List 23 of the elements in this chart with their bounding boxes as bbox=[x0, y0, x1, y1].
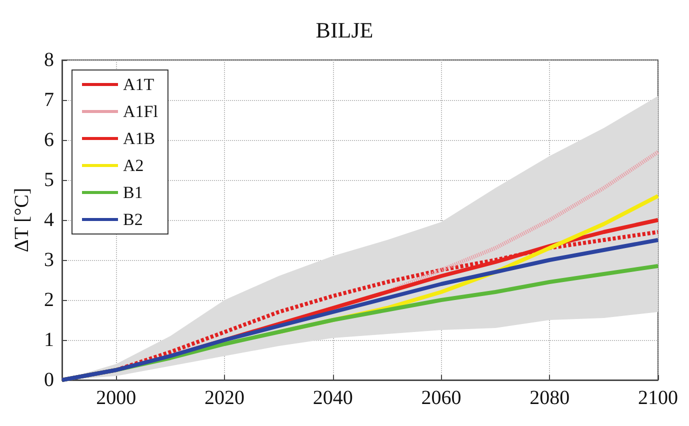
legend-label: A1T bbox=[123, 75, 155, 94]
chart-title: BILJE bbox=[316, 18, 374, 42]
legend-label: B2 bbox=[123, 210, 143, 229]
y-tick-label: 8 bbox=[44, 49, 54, 71]
x-tick-label: 2100 bbox=[638, 387, 678, 409]
y-tick-label: 4 bbox=[44, 209, 54, 231]
y-tick-label: 6 bbox=[44, 129, 54, 151]
y-tick-label: 1 bbox=[44, 329, 54, 351]
legend-label: A2 bbox=[123, 156, 144, 175]
x-tick-label: 2000 bbox=[96, 387, 136, 409]
x-tick-label: 2080 bbox=[530, 387, 570, 409]
y-tick-label: 5 bbox=[44, 169, 54, 191]
y-tick-label: 2 bbox=[44, 289, 54, 311]
legend-label: B1 bbox=[123, 183, 143, 202]
y-tick-label: 7 bbox=[44, 89, 54, 111]
x-tick-label: 2060 bbox=[421, 387, 462, 409]
legend-label: A1Fl bbox=[123, 102, 158, 121]
legend-label: A1B bbox=[123, 129, 156, 148]
y-tick-label: 3 bbox=[44, 249, 54, 271]
y-tick-label: 0 bbox=[44, 369, 54, 391]
x-tick-label: 2020 bbox=[204, 387, 245, 409]
y-axis-title: ΔT [°C] bbox=[11, 188, 33, 252]
x-tick-label: 2040 bbox=[312, 387, 353, 409]
